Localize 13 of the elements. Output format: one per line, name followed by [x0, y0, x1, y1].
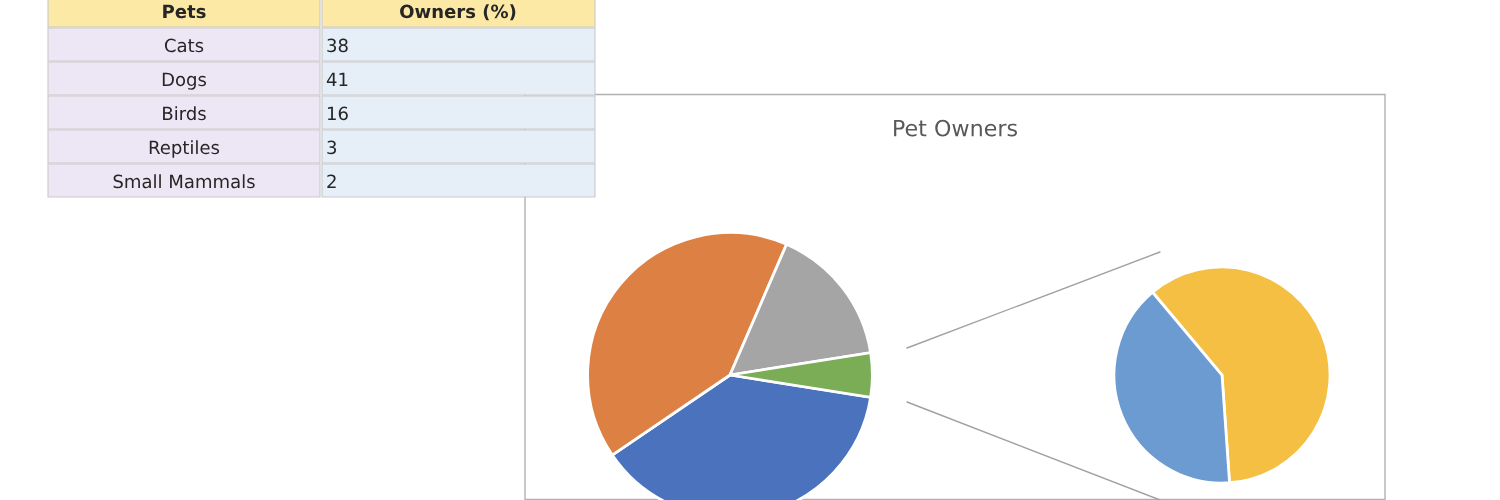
category-label: Small Mammals [113, 174, 255, 189]
category-label: Cats [164, 38, 204, 53]
category-label: Dogs [162, 72, 207, 90]
text: Pets [163, 4, 206, 19]
data-label: 16 [327, 106, 348, 121]
data-label: 3 [327, 140, 337, 155]
data-label: 2 [327, 174, 336, 188]
text: Owners (%) [400, 4, 516, 21]
category-label: Birds [163, 106, 206, 121]
data-label: 38 [327, 38, 348, 53]
category-label: Reptiles [149, 140, 220, 158]
text: Pet Owners [894, 119, 1018, 137]
data-label: 41 [326, 72, 348, 86]
